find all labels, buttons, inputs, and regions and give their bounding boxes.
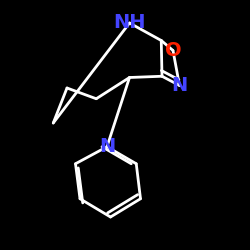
Text: NH: NH [113,14,146,32]
Text: N: N [172,76,188,95]
Text: N: N [99,137,115,156]
Text: O: O [165,41,181,60]
